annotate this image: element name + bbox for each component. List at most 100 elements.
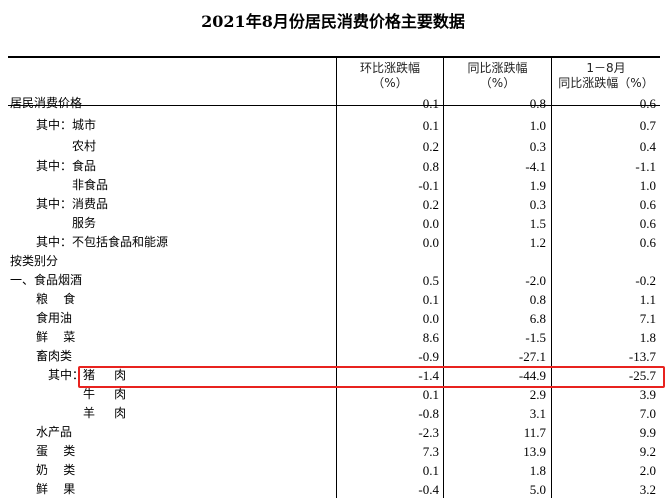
header-line: 同比涨跌幅: [467, 61, 528, 75]
yoy-value: 0.8: [529, 96, 546, 111]
yoy-value: 1.2: [529, 235, 546, 250]
mom-value: 0.0: [422, 311, 439, 326]
mom-value: 0.0: [422, 216, 439, 231]
ytd-value: 0.7: [639, 118, 656, 133]
mom-value: 0.1: [422, 463, 439, 478]
row-label: 畜肉类: [36, 349, 73, 363]
mom-value: 0.2: [422, 197, 439, 212]
mom-value: 0.1: [422, 292, 439, 307]
table-row: 羊 肉 -0.8 3.1 7.0: [0, 404, 666, 423]
mom-value: 0.1: [422, 96, 439, 111]
row-label: 城市: [72, 118, 97, 132]
table-row: 其中： 城市 0.1 1.0 0.7: [0, 116, 666, 135]
mom-value: -0.9: [418, 349, 439, 364]
mom-value: 0.5: [422, 273, 439, 288]
ytd-value: 0.6: [639, 235, 656, 250]
mom-value: -1.4: [418, 368, 439, 383]
mom-value: -0.1: [418, 178, 439, 193]
row-label: 居民消费价格: [10, 96, 83, 110]
yoy-value: 1.0: [529, 118, 546, 133]
ytd-value: 0.6: [639, 197, 656, 212]
yoy-value: 6.8: [529, 311, 546, 326]
ytd-value: 3.2: [639, 482, 656, 497]
row-label: 牛 肉: [83, 387, 127, 401]
mom-value: 0.1: [422, 118, 439, 133]
yoy-value: 11.7: [523, 425, 546, 440]
header-line: 1－8月: [586, 61, 626, 75]
ytd-value: -25.7: [628, 368, 656, 383]
header-line: （%）: [479, 76, 516, 90]
row-label: 一、食品烟酒: [10, 273, 83, 287]
row-label: 食品: [72, 159, 97, 173]
ytd-value: 0.4: [639, 139, 656, 154]
ytd-value: 2.0: [639, 463, 656, 478]
yoy-value: 0.3: [529, 197, 546, 212]
ytd-value: 9.9: [639, 425, 656, 440]
table-row: 畜肉类 -0.9 -27.1 -13.7: [0, 347, 666, 366]
table-row: 食用油 0.0 6.8 7.1: [0, 309, 666, 328]
ytd-value: -0.2: [635, 273, 656, 288]
column-divider: [551, 57, 552, 498]
table-row: 蛋 类 7.3 13.9 9.2: [0, 442, 666, 461]
header-mom: 环比涨跌幅 （%）: [337, 61, 443, 91]
row-label: 水产品: [36, 425, 73, 439]
row-prefix: 其中：: [36, 118, 73, 132]
table-row: 鲜 菜 8.6 -1.5 1.8: [0, 328, 666, 347]
row-label: 鲜 果: [36, 482, 76, 496]
header-line: 环比涨跌幅: [359, 61, 420, 75]
ytd-value: 3.9: [639, 387, 656, 402]
yoy-value: 0.8: [529, 292, 546, 307]
row-label: 不包括食品和能源: [72, 235, 169, 249]
row-label: 粮 食: [36, 292, 76, 306]
row-label: 农村: [72, 139, 97, 153]
header-ytd: 1－8月 同比涨跌幅（%）: [552, 61, 660, 91]
ytd-value: 0.6: [639, 96, 656, 111]
row-label: 食用油: [36, 311, 73, 325]
ytd-value: 9.2: [639, 444, 656, 459]
row-label: 鲜 菜: [36, 330, 76, 344]
yoy-value: 13.9: [523, 444, 546, 459]
mom-value: 8.6: [422, 330, 439, 345]
mom-value: -0.8: [418, 406, 439, 421]
table-row: 粮 食 0.1 0.8 1.1: [0, 290, 666, 309]
table-row: 农村 0.2 0.3 0.4: [0, 137, 666, 156]
page-title: 2021年8月份居民消费价格主要数据: [201, 12, 465, 31]
row-label: 按类别分: [10, 254, 59, 268]
header-line: （%）: [372, 76, 408, 90]
mom-value: 0.1: [422, 387, 439, 402]
yoy-value: 5.0: [529, 482, 546, 497]
mom-value: 0.8: [422, 159, 439, 174]
table-row: 鲜 果 -0.4 5.0 3.2: [0, 480, 666, 499]
table-row: 水产品 -2.3 11.7 9.9: [0, 423, 666, 442]
ytd-value: -13.7: [628, 349, 656, 364]
table-row: 居民消费价格 0.1 0.8 0.6: [0, 94, 666, 113]
yoy-value: -2.0: [525, 273, 546, 288]
row-label: 奶 类: [36, 463, 76, 477]
row-prefix: 其中：: [36, 197, 73, 211]
header-line: 同比涨跌幅（%）: [558, 76, 654, 90]
row-label: 蛋 类: [36, 444, 76, 458]
yoy-value: -44.9: [518, 368, 546, 383]
table-row: 非食品 -0.1 1.9 1.0: [0, 176, 666, 195]
yoy-value: 2.9: [529, 387, 546, 402]
table-row: 奶 类 0.1 1.8 2.0: [0, 461, 666, 480]
yoy-value: 1.8: [529, 463, 546, 478]
row-prefix: 其中：: [36, 235, 73, 249]
mom-value: 7.3: [422, 444, 439, 459]
table-row: 其中：猪 肉 -1.4 -44.9 -25.7: [0, 366, 666, 385]
ytd-value: -1.1: [635, 159, 656, 174]
ytd-value: 1.1: [639, 292, 656, 307]
table-row: 牛 肉 0.1 2.9 3.9: [0, 385, 666, 404]
row-label: 猪 肉: [83, 368, 127, 382]
ytd-value: 7.1: [639, 311, 656, 326]
yoy-value: 3.1: [529, 406, 546, 421]
table-row: 其中： 食品 0.8 -4.1 -1.1: [0, 157, 666, 176]
highlight-box: [78, 366, 665, 388]
row-label: 羊 肉: [83, 406, 127, 420]
yoy-value: 1.5: [529, 216, 546, 231]
yoy-value: -4.1: [525, 159, 546, 174]
ytd-value: 0.6: [639, 216, 656, 231]
ytd-value: 7.0: [639, 406, 656, 421]
header-yoy: 同比涨跌幅 （%）: [444, 61, 551, 91]
yoy-value: 1.9: [529, 178, 546, 193]
